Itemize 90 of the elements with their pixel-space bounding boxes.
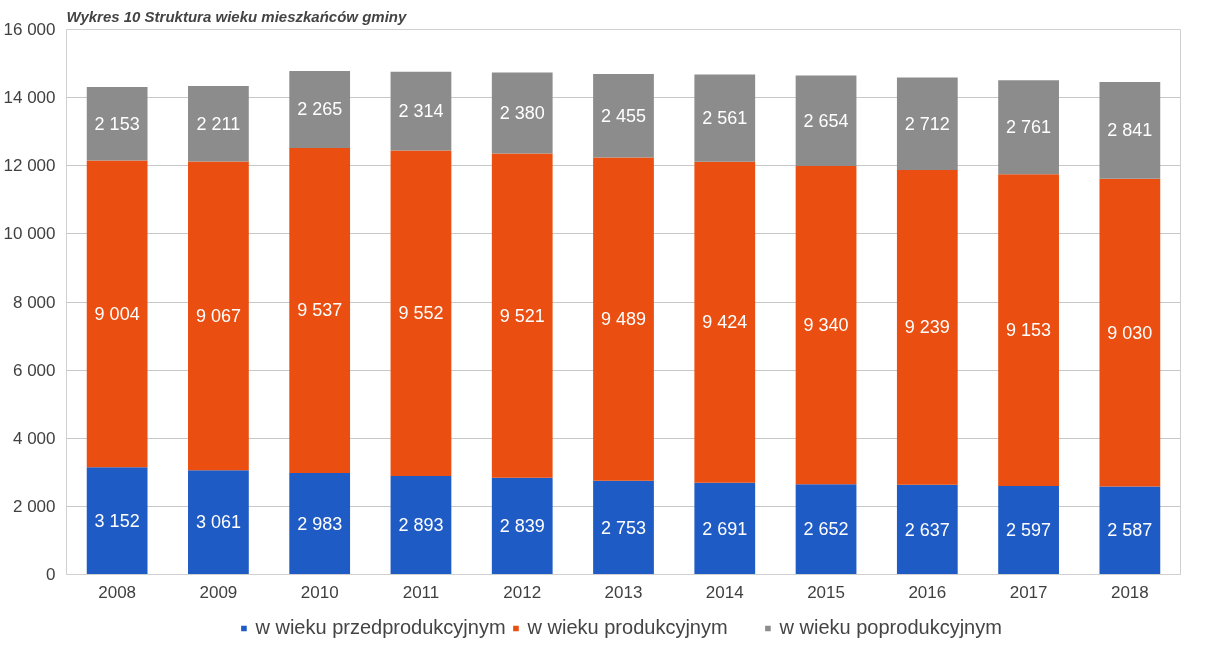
bar xyxy=(998,174,1059,487)
bar xyxy=(188,161,249,471)
y-tick-label: 8 000 xyxy=(12,292,56,312)
x-tick-label: 2008 xyxy=(98,582,137,602)
x-tick-label: 2009 xyxy=(199,582,238,602)
data-label: 2 753 xyxy=(600,517,647,538)
bar xyxy=(1099,486,1161,575)
bar xyxy=(1099,178,1161,487)
bar xyxy=(390,71,452,151)
bar xyxy=(896,484,958,575)
data-label: 2 587 xyxy=(1107,520,1153,541)
bar xyxy=(896,77,958,170)
bar xyxy=(289,70,351,149)
bar xyxy=(593,73,654,158)
x-tick-label: 2015 xyxy=(807,582,845,602)
bar xyxy=(86,160,148,468)
data-label: 9 537 xyxy=(297,300,343,321)
data-label: 2 211 xyxy=(196,113,241,134)
data-label: 9 489 xyxy=(600,309,647,330)
x-tick-label: 2013 xyxy=(604,582,643,602)
data-label: 2 561 xyxy=(702,108,748,129)
data-label: 2 893 xyxy=(398,515,444,536)
bar xyxy=(491,72,553,154)
data-label: 2 841 xyxy=(1107,120,1153,141)
data-label: 2 153 xyxy=(94,113,140,134)
bar xyxy=(593,480,654,575)
data-label: 2 761 xyxy=(1006,117,1052,138)
y-tick-label: 6 000 xyxy=(12,360,56,380)
bar xyxy=(390,475,452,575)
data-label: 9 153 xyxy=(1006,320,1052,341)
bar xyxy=(795,166,857,485)
x-tick-label: 2010 xyxy=(300,582,339,602)
data-label: 9 030 xyxy=(1107,322,1153,343)
bar xyxy=(694,74,756,162)
bar xyxy=(998,80,1059,175)
y-tick-label: 4 000 xyxy=(12,428,56,448)
bar xyxy=(86,87,148,161)
data-label: 9 067 xyxy=(195,305,241,326)
x-tick-label: 2011 xyxy=(402,582,440,602)
bar xyxy=(593,157,654,481)
bar xyxy=(795,75,857,167)
bar xyxy=(694,161,756,483)
data-label: 2 983 xyxy=(297,513,343,534)
data-label: 2 265 xyxy=(297,99,343,120)
x-tick-label: 2014 xyxy=(705,582,744,602)
data-label: 2 691 xyxy=(702,518,748,539)
data-label: 2 637 xyxy=(904,519,950,540)
bar xyxy=(998,486,1059,575)
data-label: 9 340 xyxy=(803,315,849,336)
bar xyxy=(86,467,148,575)
data-label: 3 061 xyxy=(195,512,241,533)
data-label: 2 654 xyxy=(803,110,849,131)
x-tick-label: 2012 xyxy=(503,582,542,602)
bar xyxy=(491,477,553,575)
y-tick-label: 12 000 xyxy=(3,156,56,176)
legend-label: w wieku przedprodukcyjnym xyxy=(255,615,506,640)
bar xyxy=(694,482,756,575)
legend-label: w wieku poprodukcyjnym xyxy=(779,615,1003,640)
bar xyxy=(289,472,351,575)
y-tick-label: 10 000 xyxy=(3,224,56,244)
data-label: 3 152 xyxy=(94,510,140,531)
x-tick-label: 2017 xyxy=(1009,582,1048,602)
y-tick-label: 16 000 xyxy=(3,20,56,39)
bar xyxy=(1099,82,1161,179)
chart-title: Wykres 10 Struktura wieku mieszkańców gminy xyxy=(66,7,408,25)
bar xyxy=(795,484,857,575)
data-label: 2 597 xyxy=(1006,520,1052,541)
data-label: 2 652 xyxy=(803,519,849,540)
y-tick-label: 14 000 xyxy=(3,88,56,108)
bar xyxy=(390,150,452,476)
bar xyxy=(188,470,249,575)
data-label: 9 239 xyxy=(904,317,950,338)
data-label: 2 380 xyxy=(499,102,545,123)
y-tick-label: 2 000 xyxy=(12,496,56,516)
x-tick-label: 2018 xyxy=(1110,582,1149,602)
bar xyxy=(896,169,958,485)
bar xyxy=(188,86,249,162)
bar xyxy=(491,153,553,478)
x-tick-label: 2016 xyxy=(908,582,947,602)
data-label: 2 839 xyxy=(499,516,545,537)
data-label: 9 004 xyxy=(94,303,140,324)
data-label: 9 552 xyxy=(398,303,444,324)
y-tick-label: 0 xyxy=(46,565,56,584)
data-label: 9 521 xyxy=(499,305,545,326)
data-label: 9 424 xyxy=(702,312,748,333)
data-label: 2 455 xyxy=(600,105,647,126)
bar xyxy=(289,148,351,473)
data-label: 2 314 xyxy=(398,101,444,122)
legend-label: w wieku produkcyjnym xyxy=(527,615,729,640)
data-label: 2 712 xyxy=(904,113,950,134)
